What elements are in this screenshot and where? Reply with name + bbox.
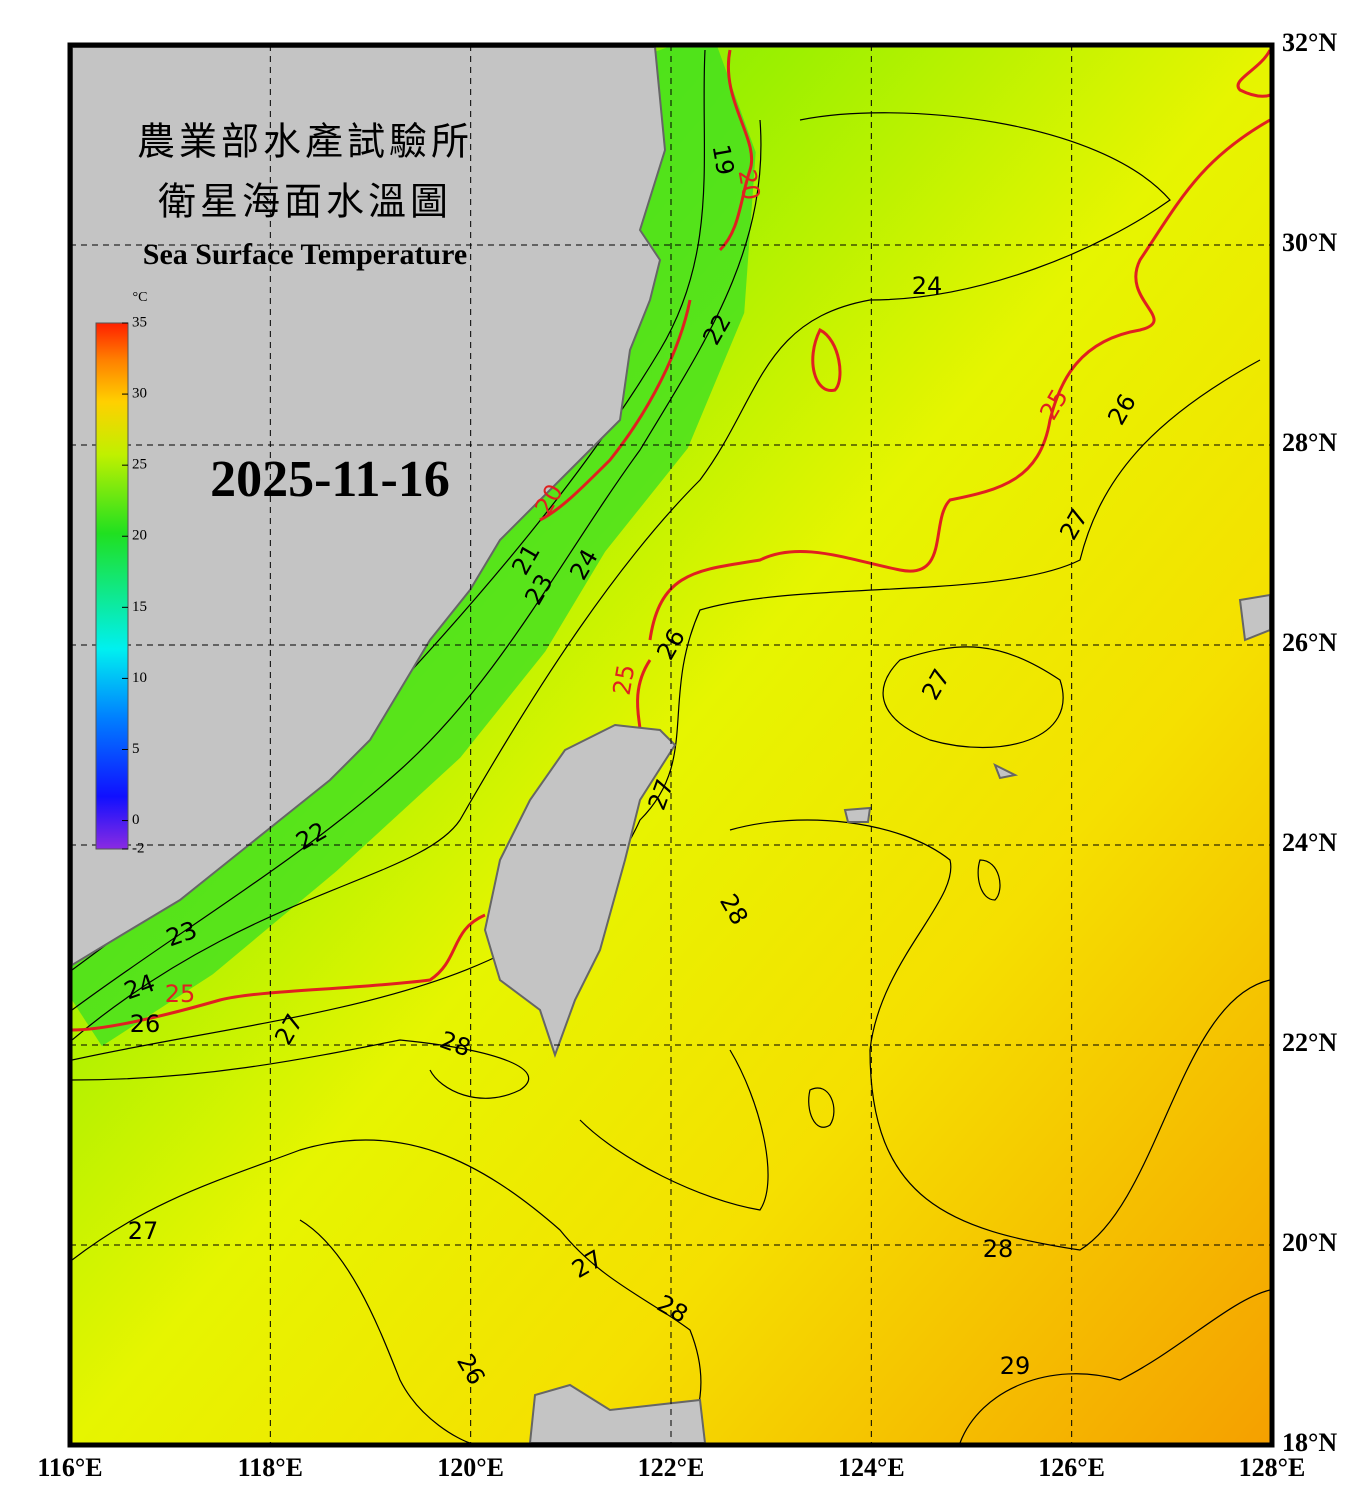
lat-label: 32°N — [1282, 28, 1337, 57]
colorbar: °C 35 30 25 20 15 10 5 0 -2 — [95, 290, 148, 856]
contour-label: 25 — [165, 980, 196, 1008]
colorbar-tick-label: 30 — [132, 386, 147, 402]
lon-label: 128°E — [1239, 1453, 1306, 1482]
graticule — [72, 47, 1270, 1443]
lon-label: 126°E — [1038, 1453, 1105, 1482]
colorbar-tick-label: 35 — [132, 314, 147, 330]
lat-label: 22°N — [1282, 1028, 1337, 1057]
date: 2025-11-16 — [210, 451, 450, 508]
contour-label: 24 — [912, 272, 943, 300]
colorbar-unit: °C — [133, 290, 148, 305]
contour-label: 19 — [707, 142, 740, 177]
lat-label: 28°N — [1282, 428, 1337, 457]
colorbar-tick-label: 15 — [132, 599, 147, 615]
lon-label: 116°E — [37, 1453, 102, 1482]
colorbar-tick-label: -2 — [132, 840, 145, 856]
subtitle: Sea Surface Temperature — [143, 238, 467, 271]
colorbar-tick-label: 5 — [132, 741, 140, 757]
colorbar-tick-label: 25 — [132, 457, 147, 473]
lat-label: 26°N — [1282, 628, 1337, 657]
contour-label: 25 — [608, 662, 641, 697]
lat-label: 20°N — [1282, 1228, 1337, 1257]
lon-label: 120°E — [437, 1453, 504, 1482]
lon-label: 124°E — [838, 1453, 905, 1482]
colorbar-tick-label: 20 — [132, 528, 147, 544]
map-frame — [67, 42, 1275, 1448]
contour-label: 26 — [130, 1010, 161, 1038]
lat-label: 18°N — [1282, 1428, 1337, 1457]
colorbar-tick-label: 0 — [132, 812, 140, 828]
contour-lines — [72, 49, 1270, 1443]
contour-label: 27 — [128, 1217, 159, 1245]
colorbar-scale — [95, 322, 129, 850]
colorbar-tick-label: 10 — [132, 670, 147, 686]
contour-lines-red — [72, 49, 1270, 1032]
lat-label: 24°N — [1282, 828, 1337, 857]
contour-label: 29 — [1000, 1352, 1031, 1380]
coastal-band — [72, 47, 756, 1047]
land — [72, 47, 1270, 1443]
title-line2: 衛星海面水溫圖 — [158, 180, 452, 224]
axes: 116°E 118°E 120°E 122°E 124°E 126°E 128°E 32°N 3… — [37, 28, 1337, 1482]
lon-label: 122°E — [638, 1453, 705, 1482]
lat-label: 30°N — [1282, 228, 1337, 257]
title-line1: 農業部水產試驗所 — [137, 120, 473, 164]
lon-label: 118°E — [238, 1453, 303, 1482]
contour-label: 28 — [983, 1235, 1014, 1263]
contour-label: 20 — [733, 167, 766, 202]
